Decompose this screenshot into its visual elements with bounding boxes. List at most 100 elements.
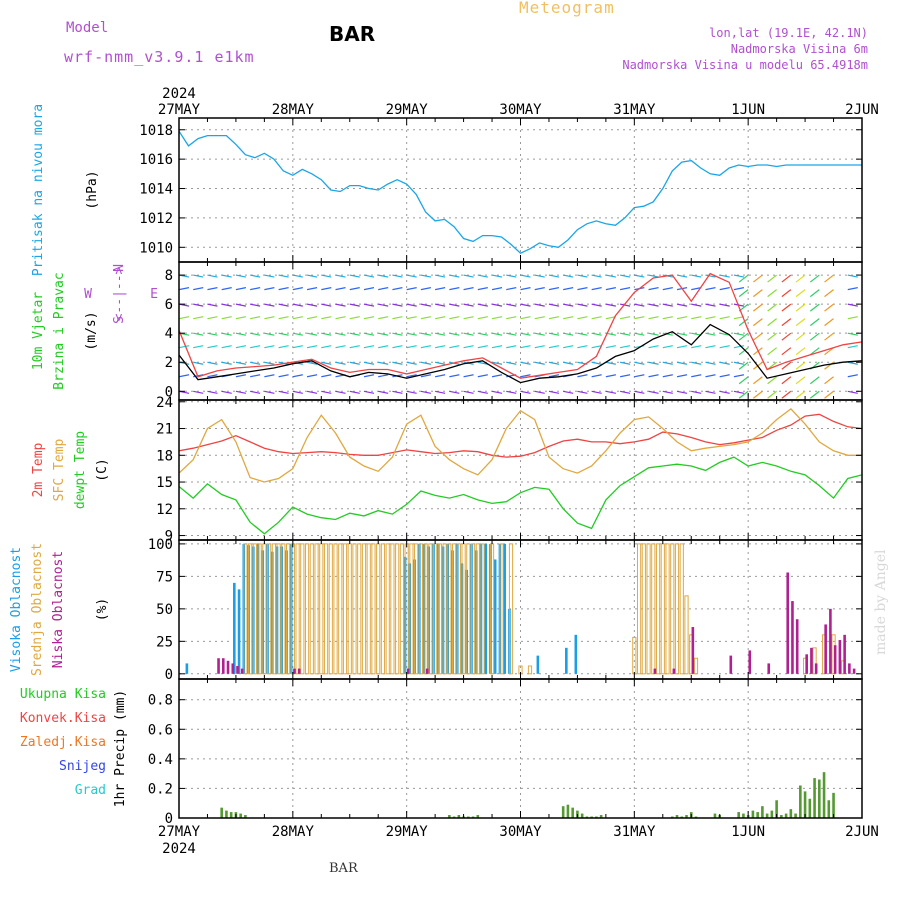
wind-arrow — [193, 303, 204, 307]
srednja-oblacnost-bar — [651, 543, 656, 675]
srednja-oblacnost-bar — [267, 543, 272, 675]
wind-arrow — [463, 332, 474, 336]
ukupna-kisa-bar — [761, 806, 764, 818]
wind-arrow — [767, 390, 777, 399]
wind-arrow — [809, 390, 820, 399]
wind-arrow — [648, 274, 659, 278]
wind-arrow — [809, 318, 820, 327]
wind-arrow — [738, 361, 749, 370]
wind-arrow — [548, 390, 560, 394]
wind-arrow — [781, 289, 792, 298]
compass-west: W — [84, 287, 92, 302]
wind-arrow — [662, 361, 673, 365]
wind-arrow — [605, 374, 616, 378]
wind-arrow — [619, 332, 631, 336]
wind-arrow — [235, 374, 247, 378]
srednja-oblacnost-bar — [319, 543, 324, 675]
wind-arrow — [378, 316, 389, 320]
wind-series-0-line — [178, 323, 863, 384]
wind-arrow — [634, 274, 645, 278]
wind-arrow — [207, 361, 218, 365]
wind-arrow — [733, 374, 745, 378]
wind-arrow — [335, 303, 346, 307]
wind-arrow — [477, 287, 488, 291]
wind-arrow — [691, 361, 702, 365]
wind-arrow — [491, 361, 503, 365]
wind-arrow — [491, 316, 503, 320]
wind-arrow — [591, 274, 602, 278]
srednja-oblacnost-bar — [285, 543, 291, 675]
wind-arrow — [477, 332, 488, 336]
ukupna-kisa-bar — [775, 800, 778, 818]
precipitation-ytick-label: 0.2 — [148, 781, 173, 797]
wind-arrow — [306, 274, 318, 278]
wind-arrow — [634, 316, 645, 320]
niska-oblacnost-bar — [843, 634, 846, 674]
wind-arrow — [534, 303, 545, 307]
wind-arrow — [292, 303, 303, 307]
wind-arrow — [378, 332, 389, 336]
ukupna-kisa-bar — [756, 812, 759, 818]
wind-arrow — [563, 303, 574, 307]
wind-arrow — [278, 390, 289, 394]
wind-arrow — [563, 287, 574, 291]
srednja-oblacnost-bar — [636, 543, 642, 675]
wind-arrow — [491, 287, 503, 291]
ukupna-kisa-bar — [813, 778, 816, 818]
wind-arrow — [691, 332, 702, 336]
wind-arrow — [420, 303, 432, 307]
wind-arrow — [548, 361, 560, 365]
ukupna-kisa-bar — [476, 815, 480, 818]
wind-arrow — [392, 316, 403, 320]
wind-arrow — [591, 390, 602, 394]
wind-arrow — [278, 332, 289, 336]
wind-arrow — [662, 303, 673, 307]
wind-arrow — [605, 287, 616, 291]
wind-arrow — [648, 390, 659, 394]
wind-arrow — [235, 274, 247, 278]
wind-arrow — [809, 347, 820, 356]
wind-arrow — [619, 390, 631, 394]
temperature-ylabel: dewpt Temp — [73, 431, 88, 509]
sfc-temp-line — [178, 408, 862, 483]
wind-arrow — [809, 289, 820, 298]
wind-arrow — [781, 318, 792, 327]
2m-temp-line — [178, 413, 863, 458]
wind-arrow — [321, 345, 332, 349]
date-label-top: 1JUN — [731, 102, 765, 118]
wind-arrow — [264, 316, 275, 320]
wind-arrow — [363, 390, 375, 394]
wind-arrow — [406, 390, 417, 394]
date-label-top: 2JUN — [845, 102, 879, 118]
wind-arrow — [193, 274, 204, 278]
wind-arrow — [809, 376, 820, 385]
wind-arrow — [719, 274, 730, 278]
wind-arrow — [662, 287, 673, 291]
wind-arrow — [221, 303, 232, 307]
wind-arrow — [463, 316, 474, 320]
wind-arrow — [477, 316, 488, 320]
wind-arrow — [292, 374, 303, 378]
wind-arrow — [691, 303, 702, 307]
wind-arrow — [250, 374, 261, 378]
srednja-oblacnost-bar — [300, 543, 305, 675]
wind-arrow — [691, 390, 702, 394]
visoka-oblacnost-bar — [503, 543, 506, 674]
niska-oblacnost-bar — [240, 668, 244, 674]
wind-arrow — [292, 316, 303, 320]
wind-arrow — [520, 287, 531, 291]
wind-arrow — [193, 316, 204, 320]
srednja-oblacnost-bar — [812, 647, 817, 675]
wind-arrow — [264, 287, 275, 291]
wind-arrow — [767, 274, 777, 283]
srednja-oblacnost-bar — [660, 543, 665, 675]
wind-arrow — [719, 374, 730, 378]
srednja-oblacnost-bar — [684, 595, 689, 675]
clouds-ylabel: Visoka Oblacnost — [9, 547, 24, 672]
wind-arrow — [767, 347, 777, 356]
wind-ytick-label: 2 — [165, 355, 173, 371]
visoka-oblacnost-bar — [574, 634, 578, 674]
wind-arrow — [207, 287, 218, 291]
legend-entry: Konvek.Kisa — [20, 711, 106, 726]
wind-arrow — [847, 332, 858, 336]
